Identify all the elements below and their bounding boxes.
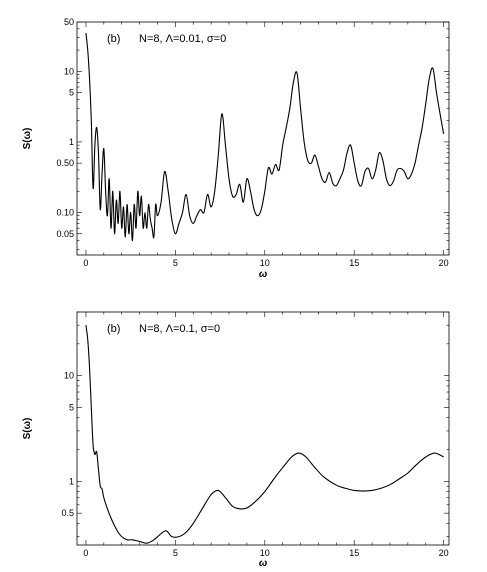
series-line bbox=[85, 325, 444, 544]
x-tick-label: 15 bbox=[349, 258, 359, 268]
x-tick-label: 5 bbox=[173, 258, 178, 268]
x-axis-title: ω bbox=[259, 269, 268, 280]
y-tick-label: 10 bbox=[64, 371, 74, 381]
x-tick-label: 20 bbox=[439, 548, 449, 558]
y-tick-label: 1 bbox=[69, 476, 74, 486]
y-tick-label: 50 bbox=[64, 17, 74, 27]
y-tick-label: 0.50 bbox=[56, 158, 74, 168]
x-tick-label: 5 bbox=[173, 548, 178, 558]
x-tick-label: 10 bbox=[260, 258, 270, 268]
x-tick-label: 15 bbox=[349, 548, 359, 558]
x-axis-title: ω bbox=[259, 558, 268, 569]
y-tick-label: 0.5 bbox=[61, 508, 74, 518]
x-tick-label: 20 bbox=[439, 258, 449, 268]
panel-tag: (b) bbox=[107, 323, 120, 335]
y-tick-label: 5 bbox=[69, 402, 74, 412]
panel-tag: (b) bbox=[107, 33, 120, 45]
plot-frame bbox=[76, 311, 450, 546]
y-tick-label: 1 bbox=[69, 137, 74, 147]
y-axis-title: S(ω) bbox=[22, 418, 33, 440]
plot-frame bbox=[76, 21, 450, 256]
x-tick-label: 0 bbox=[83, 548, 88, 558]
y-tick-label: 5 bbox=[69, 88, 74, 98]
y-tick-label: 10 bbox=[64, 66, 74, 76]
x-tick-label: 0 bbox=[83, 258, 88, 268]
y-axis-title: S(ω) bbox=[22, 128, 33, 150]
x-tick-label: 10 bbox=[260, 548, 270, 558]
parameter-annotation: N=8, Λ=0.01, σ=0 bbox=[139, 33, 226, 45]
series-line bbox=[85, 32, 445, 242]
y-tick-label: 0.10 bbox=[56, 208, 74, 218]
parameter-annotation: N=8, Λ=0.1, σ=0 bbox=[139, 323, 220, 335]
y-tick-label: 0.05 bbox=[56, 229, 74, 239]
